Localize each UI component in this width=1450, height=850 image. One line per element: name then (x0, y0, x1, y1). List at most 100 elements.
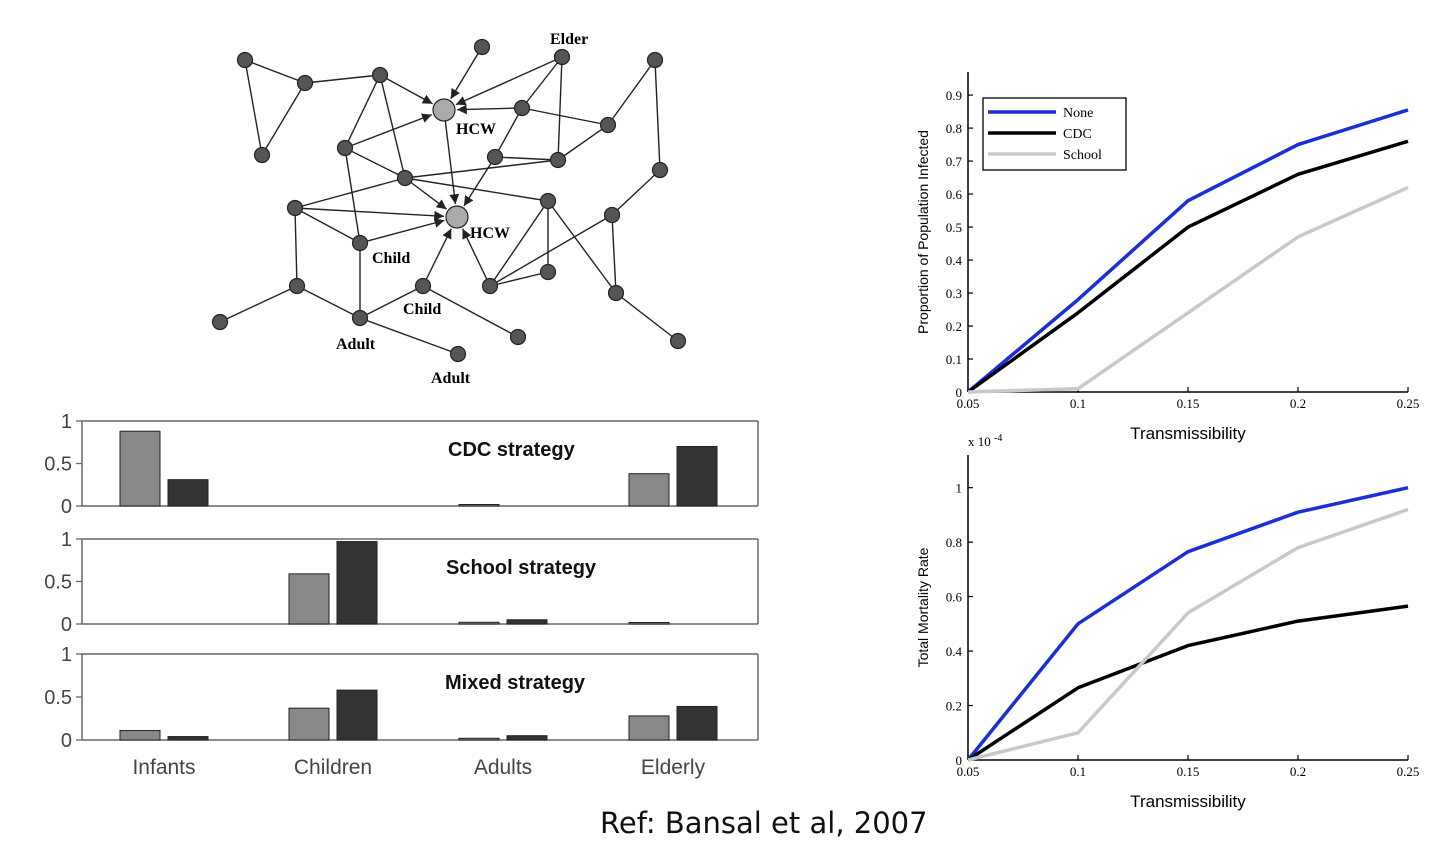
network-node (351, 234, 369, 252)
bar-ytick-label: 0 (61, 730, 72, 752)
network-node (646, 51, 664, 69)
bar-category-label: Infants (132, 756, 195, 779)
line-xtick-label: 0.25 (1397, 396, 1420, 411)
bar-category-label: Children (294, 756, 372, 779)
line-xtick-label: 0.25 (1397, 764, 1420, 779)
network-arrow (359, 218, 445, 244)
bar-ytick-label: 0.5 (44, 687, 72, 709)
network-arrow (294, 207, 445, 221)
network-node (414, 277, 432, 295)
bar-ytick-label: 0.5 (44, 572, 72, 594)
label-elder: Elder (550, 31, 588, 48)
network-arrow (422, 228, 452, 287)
line-ytick-label: 0.1 (946, 352, 962, 367)
network-edge (261, 82, 306, 156)
hcw-node (432, 98, 456, 122)
network-node (549, 151, 567, 169)
line-xtick-label: 0.15 (1177, 764, 1200, 779)
line-xtick-label: 0.1 (1070, 764, 1086, 779)
bar-ytick-label: 1 (61, 644, 72, 666)
network-arrow (443, 109, 460, 205)
network-edge (521, 107, 609, 126)
bar (458, 737, 500, 741)
line-xtick-label: 0.15 (1177, 396, 1200, 411)
line-ytick-label: 0.6 (946, 590, 963, 605)
bar-ytick-label: 1 (61, 411, 72, 433)
line-series (966, 108, 1409, 394)
hcw-node (445, 205, 469, 229)
network-edge (404, 177, 549, 202)
network-arrow (463, 156, 496, 207)
network-edge (489, 214, 613, 287)
network-edge (404, 159, 559, 179)
bar-category-label: Adults (474, 756, 532, 779)
network-node (286, 199, 304, 217)
bar (628, 715, 670, 741)
label-child-mid: Child (403, 301, 441, 318)
bar-ytick-label: 0 (61, 614, 72, 636)
label-adult-bottom: Adult (431, 370, 471, 387)
bar (628, 622, 670, 625)
line-ytick-label: 0 (956, 385, 963, 400)
network-node (599, 116, 617, 134)
network-edge (296, 285, 361, 319)
network-node (539, 263, 557, 281)
line-ylabel: Total Mortality Rate (915, 547, 931, 667)
bar (506, 735, 548, 741)
line-xlabel: Transmissibility (1130, 424, 1246, 443)
network-node (296, 74, 314, 92)
network-edge (557, 56, 563, 161)
network-node (449, 345, 467, 363)
label-child-left: Child (372, 250, 410, 267)
bar-panel-title: School strategy (446, 557, 597, 579)
network-edge (494, 107, 523, 158)
line-xlabel: Transmissibility (1130, 792, 1246, 811)
line-series (966, 139, 1409, 394)
network-node (253, 146, 271, 164)
network-node (607, 284, 625, 302)
bar (288, 707, 330, 741)
network-edge (611, 169, 661, 216)
bar-ytick-label: 1 (61, 529, 72, 551)
bar-category-label: Elderly (641, 756, 706, 779)
network-arrow (404, 177, 448, 210)
network-edge (344, 74, 381, 149)
network-edge (244, 59, 263, 156)
line-ytick-label: 0.2 (946, 319, 962, 334)
network-node (669, 332, 687, 350)
strategy-bar-charts: 0 0.5 1 CDC strategy 0 0.5 1 School strategy 0 0.… (44, 411, 759, 779)
network-edge (611, 214, 617, 294)
bar (458, 621, 500, 625)
network-node (553, 48, 571, 66)
network-edge (344, 147, 361, 244)
legend-label: School (1063, 148, 1102, 163)
network-node (288, 277, 306, 295)
bar-ytick-label: 0.5 (44, 454, 72, 476)
network-edge (422, 285, 519, 338)
line-ylabel: Proportion of Population Infected (915, 130, 931, 334)
bar (336, 541, 378, 625)
bar (167, 479, 209, 507)
bar-panel-title: CDC strategy (448, 439, 576, 461)
network-edge (615, 292, 679, 342)
bar (119, 430, 161, 507)
line-series (967, 604, 1409, 762)
network-edge (379, 74, 406, 179)
contact-network-diagram: Elder HCW HCW Child Child Adult Adult (211, 31, 687, 387)
network-edge (219, 285, 298, 323)
bar (458, 504, 500, 507)
network-node (481, 277, 499, 295)
line-ytick-label: 0.5 (946, 220, 962, 235)
line-xtick-label: 0.05 (957, 396, 980, 411)
line-xtick-label: 0.05 (957, 764, 980, 779)
network-arrow (461, 228, 491, 287)
network-edge (294, 207, 298, 287)
line-ytick-label: 0.8 (946, 535, 962, 550)
line-ytick-label: 0.4 (946, 644, 963, 659)
legend-label: None (1063, 106, 1093, 121)
network-edge (344, 147, 406, 179)
line-ytick-label: 0.7 (946, 154, 963, 169)
network-edge (654, 59, 661, 171)
bar (119, 730, 161, 741)
line-ytick-label: 0.4 (946, 253, 963, 268)
